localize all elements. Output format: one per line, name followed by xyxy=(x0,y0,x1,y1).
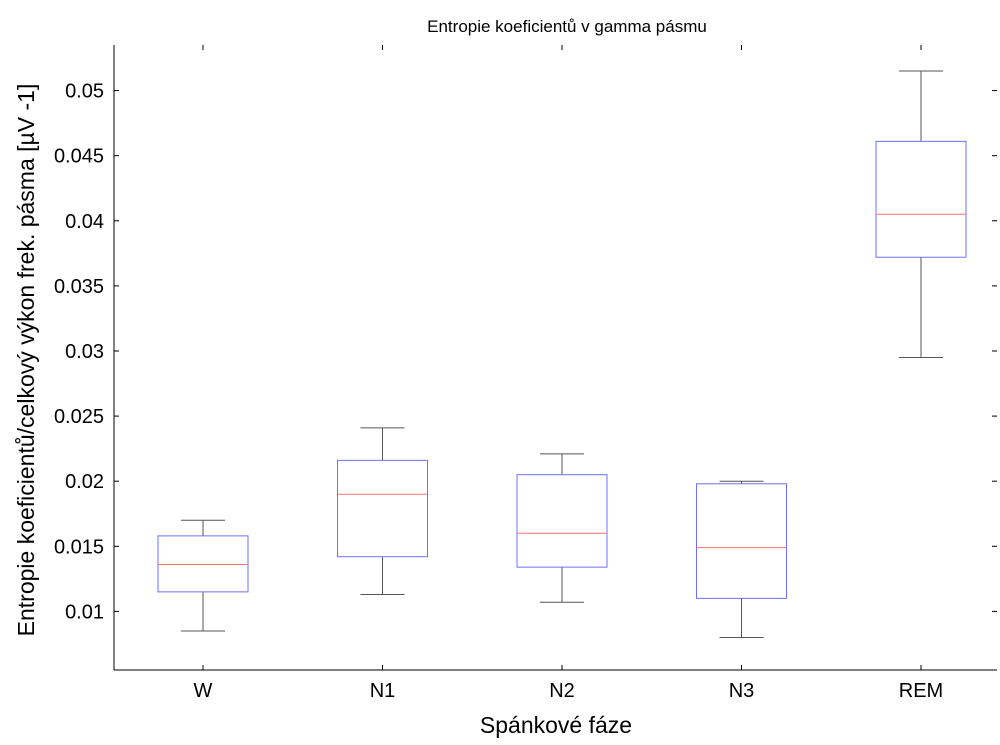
y-tick-label: 0.04 xyxy=(65,211,104,233)
y-tick-label: 0.025 xyxy=(54,406,104,428)
box-n1 xyxy=(337,459,428,558)
x-tick-label: W xyxy=(194,680,213,702)
y-tick-label: 0.015 xyxy=(54,536,104,558)
chart-title: Entropie koeficientů v gamma pásmu xyxy=(427,17,707,36)
x-tick-label: N1 xyxy=(370,680,396,702)
x-axis-label: Spánkové fáze xyxy=(480,712,632,738)
y-axis-label: Entropie koeficientů/celkový výkon frek.… xyxy=(13,84,39,637)
plot-area: 0.01 0.015 0.02 0.025 0.03 0.035 0.04 0.045 0.05… xyxy=(54,45,997,702)
x-tick-label: REM xyxy=(899,680,943,702)
y-tick-label: 0.02 xyxy=(65,471,104,493)
box-n3 xyxy=(696,483,787,599)
box-rem xyxy=(875,140,967,258)
y-tick-label: 0.035 xyxy=(54,276,104,298)
box-w xyxy=(157,535,249,593)
y-tick-label: 0.045 xyxy=(54,146,104,168)
x-tick-label: N2 xyxy=(549,680,575,702)
y-tick-label: 0.01 xyxy=(65,601,104,623)
y-tick-label: 0.05 xyxy=(65,81,104,103)
x-tick-label: N3 xyxy=(729,680,755,702)
box-n2 xyxy=(516,474,608,568)
y-tick-label: 0.03 xyxy=(65,341,104,363)
